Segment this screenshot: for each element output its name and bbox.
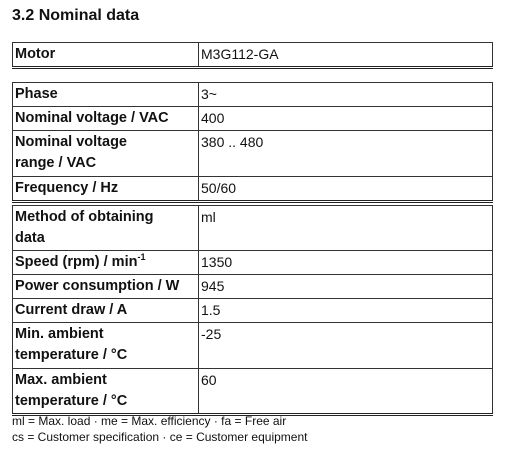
row-label: Method of obtaining data — [12, 205, 199, 251]
footnote: ml = Max. load · me = Max. efficiency · … — [12, 414, 287, 428]
row-label: Nominal voltage range / VAC — [12, 130, 199, 177]
table-row: Min. ambient temperature / °C -25 — [12, 322, 493, 369]
section-title: 3.2 Nominal data — [12, 7, 140, 24]
label-line: Motor — [15, 46, 56, 62]
row-value: 3~ — [198, 82, 493, 107]
table-row: Nominal voltage range / VAC 380 .. 480 — [12, 130, 493, 177]
data-table: Phase 3~ Nominal voltage / VAC 400 Nominal v… — [12, 82, 493, 203]
label-line: Method of obtaining — [15, 209, 154, 225]
value-line: 380 .. 480 — [201, 134, 264, 150]
row-value: M3G112-GA — [198, 42, 493, 68]
row-value: 945 — [198, 274, 493, 299]
label-line: Min. ambient — [15, 326, 104, 342]
row-value: 1.5 — [198, 298, 493, 323]
label-superscript: -1 — [137, 252, 146, 263]
value-line: 400 — [201, 110, 225, 126]
row-label: Motor — [12, 42, 199, 68]
label-line: Current draw / A — [15, 302, 128, 318]
row-label: Max. ambient temperature / °C — [12, 368, 199, 415]
row-value: 60 — [198, 368, 493, 415]
row-value: -25 — [198, 322, 493, 369]
row-value: 400 — [198, 106, 493, 131]
table-row: Max. ambient temperature / °C 60 — [12, 368, 493, 415]
label-line: Phase — [15, 86, 58, 102]
table-row: Method of obtaining data ml — [12, 205, 493, 251]
value-line: ml — [201, 209, 216, 225]
data-table: Method of obtaining data ml Speed (rpm) / m… — [12, 205, 493, 416]
label-line: temperature / °C — [15, 347, 128, 363]
row-value: 50/60 — [198, 176, 493, 202]
row-label: Min. ambient temperature / °C — [12, 322, 199, 369]
label-line: Nominal voltage / VAC — [15, 110, 169, 126]
value-line: 945 — [201, 278, 225, 294]
row-label: Frequency / Hz — [12, 176, 199, 202]
table-row: Nominal voltage / VAC 400 — [12, 106, 493, 131]
label-line: Frequency / Hz — [15, 180, 119, 196]
label-line: temperature / °C — [15, 393, 128, 409]
row-value: 1350 — [198, 250, 493, 275]
value-line: M3G112-GA — [201, 46, 279, 62]
value-line: -25 — [201, 326, 222, 342]
value-line: 3~ — [201, 86, 217, 102]
data-table: Motor M3G112-GA — [12, 42, 493, 69]
label-line: data — [15, 230, 45, 246]
row-value: ml — [198, 205, 493, 251]
label-line: Max. ambient — [15, 372, 107, 388]
table-row: Power consumption / W 945 — [12, 274, 493, 299]
value-line: 60 — [201, 372, 217, 388]
table-row: Frequency / Hz 50/60 — [12, 176, 493, 202]
label-line: range / VAC — [15, 155, 97, 171]
row-label: Current draw / A — [12, 298, 199, 323]
value-line: 1.5 — [201, 302, 221, 318]
table-row: Motor M3G112-GA — [12, 42, 493, 68]
row-label: Speed (rpm) / min-1 — [12, 250, 199, 275]
value-line: 50/60 — [201, 180, 237, 196]
row-label: Power consumption / W — [12, 274, 199, 299]
table-row: Current draw / A 1.5 — [12, 298, 493, 323]
label-line: Power consumption / W — [15, 278, 180, 294]
row-label: Phase — [12, 82, 199, 107]
row-label: Nominal voltage / VAC — [12, 106, 199, 131]
row-value: 380 .. 480 — [198, 130, 493, 177]
table-row: Speed (rpm) / min-1 1350 — [12, 250, 493, 275]
value-line: 1350 — [201, 254, 233, 270]
table-row: Phase 3~ — [12, 82, 493, 107]
label-line: Speed (rpm) / min — [15, 254, 138, 270]
footnote: cs = Customer specification · ce = Custo… — [12, 430, 308, 444]
label-line: Nominal voltage — [15, 134, 127, 150]
